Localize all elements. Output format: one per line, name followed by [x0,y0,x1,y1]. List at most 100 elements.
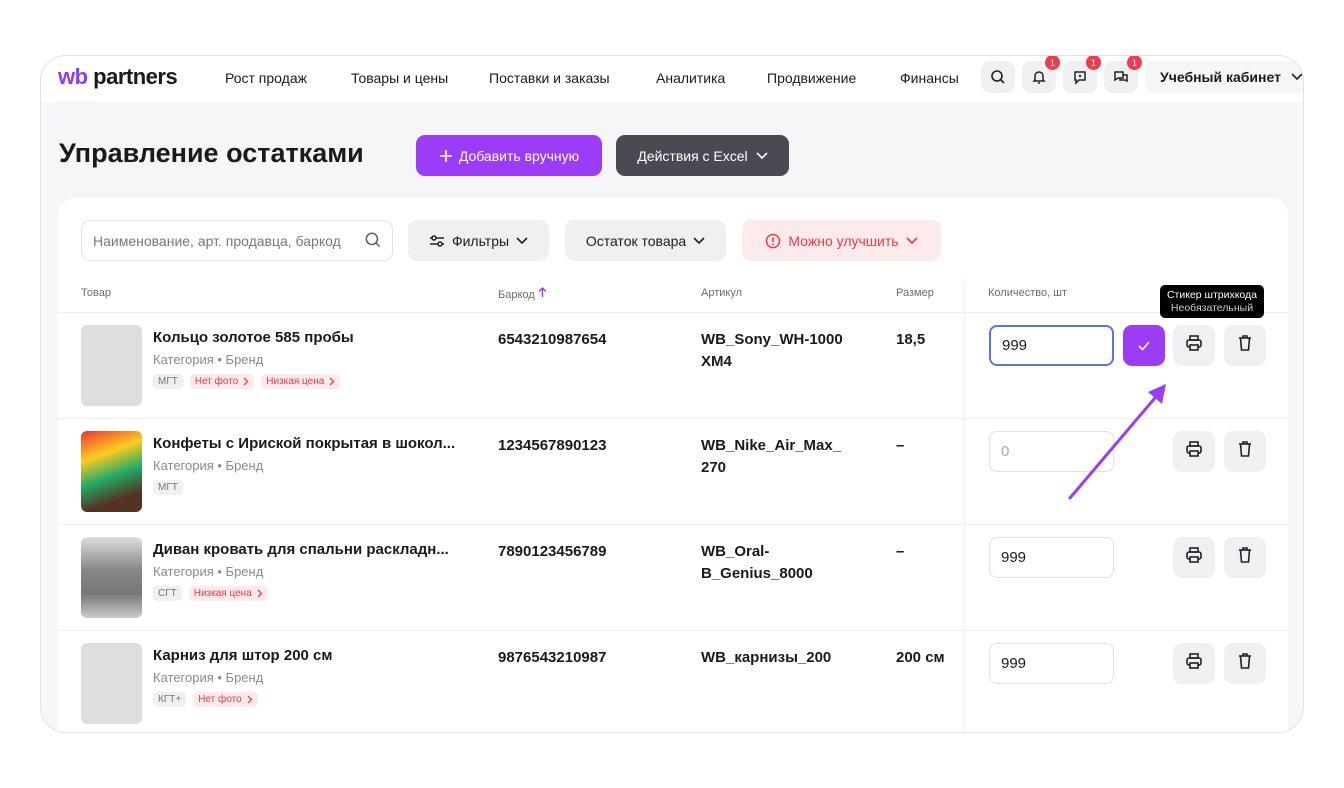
product-category: Категория • Бренд [153,670,264,685]
size: – [896,543,905,560]
nav-growth[interactable]: Рост продаж [225,70,307,86]
product-image[interactable] [81,325,142,406]
nav-products[interactable]: Товары и цены [351,70,449,86]
article: WB_Oral- B_Genius_8000 [701,543,813,582]
table-row[interactable]: Кольцо золотое 585 пробы Категория • Бре… [58,312,1288,418]
issue-tag[interactable]: Нет фото [189,374,255,389]
table-row[interactable]: Конфеты с Ириской покрытая в шокол... Ка… [58,418,1288,524]
printer-icon [1185,334,1203,357]
chevron-down-icon [1291,73,1303,81]
product-tags: МГТ [153,480,183,495]
barcode: 6543210987654 [498,331,607,348]
filters-button[interactable]: Фильтры [408,220,549,261]
trash-icon [1236,652,1254,675]
table-row[interactable]: Карниз для штор 200 см Категория • Бренд… [58,630,1288,732]
quantity-input[interactable]: 999 [989,643,1114,684]
app-window: wb partners Рост продаж Товары и цены По… [40,55,1304,733]
stock-filter-button[interactable]: Остаток товара [565,220,726,261]
product-tags: КГТ+ Нет фото [153,692,258,707]
product-image[interactable] [81,537,142,618]
product-image[interactable] [81,431,142,512]
messages-badge: 1 [1127,56,1142,70]
check-icon [1138,340,1150,351]
product-category: Категория • Бренд [153,352,264,367]
page-title: Управление остатками [59,138,364,168]
issue-tag[interactable]: Нет фото [193,692,258,707]
printer-icon [1185,440,1203,463]
barcode: 1234567890123 [498,437,607,454]
chevron-right-icon [243,377,249,386]
search-icon [991,70,1005,84]
logo[interactable]: wb partners [58,64,178,89]
product-name[interactable]: Кольцо золотое 585 пробы [153,329,354,346]
article: WB_Sony_WH-1000 XM4 [701,331,843,370]
sticker-tooltip: Стикер штрихкода Необязательный [1160,285,1264,318]
size-class-tag: СГТ [153,586,182,601]
nav-finance[interactable]: Финансы [900,70,959,86]
trash-icon [1236,334,1254,357]
chevron-down-icon [905,236,918,244]
col-size: Размер [896,287,934,299]
chevron-right-icon [257,589,263,598]
col-quantity: Количество, шт [988,287,1068,299]
help-badge: 1 [1086,56,1101,70]
confirm-button[interactable] [1123,325,1165,366]
account-selector[interactable]: Учебный кабинет [1145,61,1303,93]
quantity-input[interactable]: 0 [989,431,1114,472]
delete-button[interactable] [1224,643,1266,684]
help-button[interactable]: 1 [1063,56,1101,93]
product-tags: МГТ Нет фото Низкая цена [153,374,341,389]
chevron-down-icon [756,151,768,159]
article: WB_Nike_Air_Max_ 270 [701,437,842,476]
issue-tag[interactable]: Низкая цена [261,374,341,389]
product-name[interactable]: Карниз для штор 200 см [153,647,333,664]
product-category: Категория • Бренд [153,458,264,473]
print-sticker-button[interactable] [1173,431,1215,472]
nav-promotion[interactable]: Продвижение [767,70,857,86]
delete-button[interactable] [1224,325,1266,366]
barcode: 7890123456789 [498,543,607,560]
nav-analytics[interactable]: Аналитика [656,70,726,86]
chevron-right-icon [329,377,335,386]
chevron-down-icon [516,236,528,244]
print-sticker-button[interactable] [1173,643,1215,684]
print-sticker-button[interactable] [1173,537,1215,578]
chevron-right-icon [247,695,253,704]
barcode: 9876543210987 [498,649,607,666]
quantity-input[interactable]: 999 [989,325,1114,366]
quantity-input[interactable]: 999 [989,537,1114,578]
excel-actions-button[interactable]: Действия с Excel [616,135,789,176]
search-input[interactable]: Наименование, арт. продавца, баркод [81,220,393,261]
chat-icon [1114,71,1128,83]
col-barcode[interactable]: Баркод [498,287,547,301]
plus-icon [439,149,452,162]
add-manually-button[interactable]: Добавить вручную [416,135,602,176]
chevron-down-icon [693,236,705,244]
notifications-button[interactable]: 1 [1022,56,1060,93]
size-class-tag: МГТ [153,480,183,495]
article: WB_карнизы_200 [701,649,832,666]
printer-icon [1185,546,1203,569]
delete-button[interactable] [1224,537,1266,578]
messages-button[interactable]: 1 [1104,56,1142,93]
product-name[interactable]: Конфеты с Ириской покрытая в шокол... [153,435,456,452]
table-row[interactable]: Диван кровать для спальни раскладн... Ка… [58,524,1288,630]
size-class-tag: МГТ [153,374,183,389]
product-image[interactable] [81,643,142,724]
stock-table-card: Наименование, арт. продавца, баркод Филь… [58,198,1288,732]
search-button[interactable] [981,61,1015,93]
print-sticker-button[interactable] [1173,325,1215,366]
can-improve-button[interactable]: Можно улучшить [742,220,941,261]
size: 18,5 [896,331,926,348]
search-icon [365,232,381,248]
alert-circle-icon [766,233,781,248]
delete-button[interactable] [1224,431,1266,472]
top-header: wb partners Рост продаж Товары и цены По… [41,56,1303,102]
notification-badge: 1 [1045,56,1060,70]
bell-icon [1032,71,1046,84]
issue-tag[interactable]: Низкая цена [188,586,268,601]
nav-supplies[interactable]: Поставки и заказы [489,70,610,86]
product-name[interactable]: Диван кровать для спальни раскладн... [153,541,449,558]
product-tags: СГТ Низкая цена [153,586,268,601]
